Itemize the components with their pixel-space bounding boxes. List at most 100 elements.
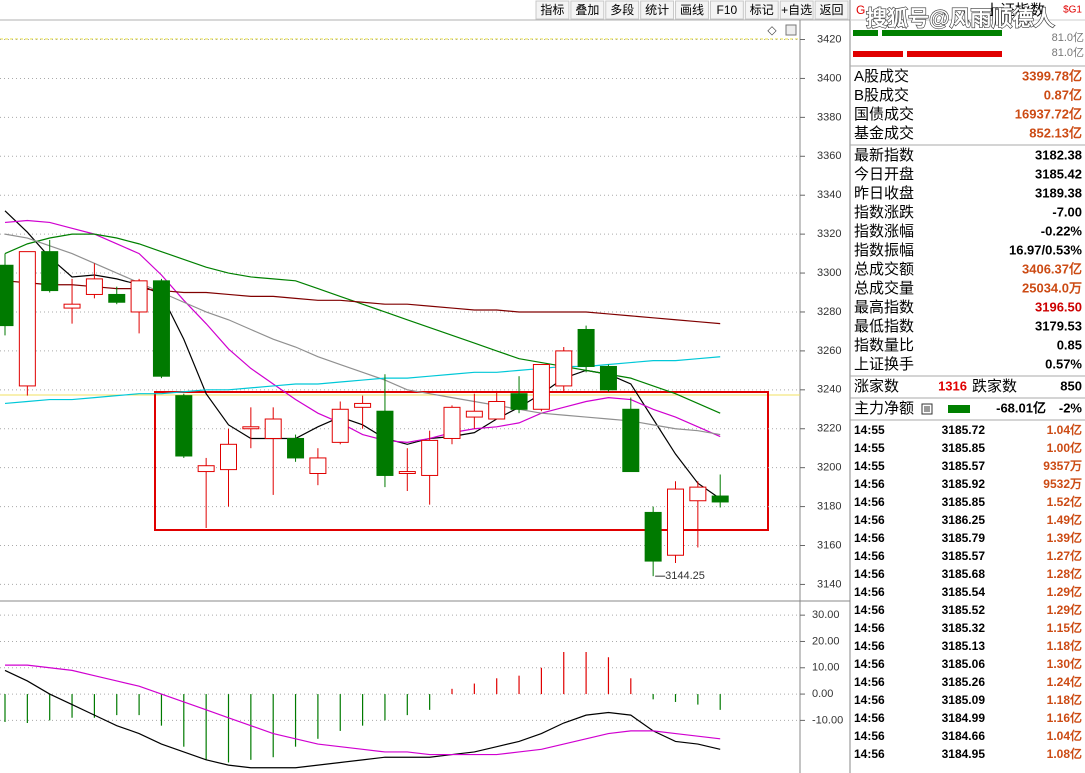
toolbar-button-label[interactable]: 指标 — [540, 2, 564, 17]
main-flow-value: -68.01亿 — [996, 400, 1046, 415]
panel-toggle[interactable] — [785, 24, 797, 36]
tick-price: 3185.57 — [942, 549, 986, 563]
tick-volume: 1.49亿 — [1047, 512, 1082, 527]
candle-body — [108, 293, 126, 303]
turnover-label: B股成交 — [854, 86, 909, 104]
toolbar-button-label[interactable]: 标记 — [750, 3, 774, 17]
tick-volume: 1.15亿 — [1047, 620, 1082, 635]
candle-body — [354, 402, 372, 408]
diamond-icon[interactable]: ◇ — [767, 23, 777, 37]
tick-time: 14:56 — [854, 567, 885, 581]
turnover-label: 基金成交 — [854, 124, 914, 142]
toolbar-button[interactable] — [744, 0, 779, 20]
breadth-label: 涨家数 — [854, 378, 899, 395]
stat-value: 3406.37亿 — [1022, 261, 1082, 276]
turnover-label: A股成交 — [854, 67, 909, 85]
toolbar-button-label[interactable]: 统计 — [645, 3, 669, 17]
toolbar-button[interactable] — [814, 0, 849, 20]
stat-label: 最低指数 — [854, 318, 914, 335]
tick-volume: 1.27亿 — [1047, 548, 1082, 563]
tick-price: 3185.72 — [942, 423, 986, 437]
tick-time: 14:56 — [854, 603, 885, 617]
candle-body — [18, 251, 36, 387]
stat-label: 最高指数 — [854, 299, 914, 316]
moving-average-line — [4, 280, 721, 325]
stat-label: 总成交额 — [854, 260, 914, 278]
flow-bar — [853, 30, 878, 36]
candle-body — [532, 364, 550, 410]
tick-volume: 1.30亿 — [1047, 656, 1082, 671]
flow-label: 81.0亿 — [1052, 31, 1084, 44]
toolbar-button-label[interactable]: 返回 — [820, 3, 844, 17]
toolbar-button[interactable] — [709, 0, 744, 20]
stat-value: 16.97/0.53% — [1009, 242, 1082, 257]
candle-body — [63, 303, 81, 309]
tick-price: 3186.25 — [942, 513, 986, 527]
turnover-label: 国债成交 — [854, 105, 914, 123]
candle-body — [376, 410, 394, 476]
tick-volume: 1.52亿 — [1047, 494, 1082, 509]
candle-body — [287, 437, 305, 459]
candle-body — [175, 395, 193, 457]
tick-time: 14:56 — [854, 549, 885, 563]
tick-volume: 1.18亿 — [1047, 692, 1082, 707]
stat-label: 最新指数 — [854, 147, 914, 164]
candle-body — [331, 408, 349, 443]
toolbar-button-label[interactable]: F10 — [717, 3, 738, 17]
candle-body — [555, 350, 573, 387]
y-tick-label: 3380 — [817, 111, 841, 123]
candle-body — [220, 443, 237, 471]
toolbar-button[interactable] — [779, 0, 814, 20]
code-prefix: G — [856, 3, 865, 17]
macd-line — [4, 669, 721, 769]
breadth-up: 1316 — [938, 378, 967, 393]
breadth-down: 850 — [1060, 378, 1082, 393]
y-tick-label: 3240 — [817, 384, 841, 396]
toolbar-button-label[interactable]: +自选 — [781, 3, 812, 17]
y-tick-label: 10.00 — [812, 662, 840, 674]
toolbar-button[interactable] — [675, 0, 709, 20]
flow-bar — [882, 30, 1002, 36]
tick-time: 14:56 — [854, 747, 885, 761]
candle-body — [242, 426, 260, 430]
toolbar-button[interactable] — [570, 0, 605, 20]
tick-price: 3185.79 — [942, 531, 986, 545]
toolbar-button[interactable] — [605, 0, 640, 20]
tick-price: 3185.26 — [942, 675, 986, 689]
candle-body — [644, 511, 662, 562]
y-tick-label: 3300 — [817, 267, 841, 279]
tick-volume: 1.04亿 — [1047, 422, 1082, 437]
candle-body — [577, 328, 595, 367]
candle-body — [465, 410, 483, 418]
toolbar-button[interactable] — [640, 0, 675, 20]
tick-time: 14:56 — [854, 477, 885, 491]
tick-price: 3185.85 — [942, 441, 986, 455]
watermark: 搜狐号@风雨顺德人 — [866, 7, 1054, 31]
tick-time: 14:55 — [854, 441, 885, 455]
candle-body — [599, 365, 617, 391]
tick-price: 3184.66 — [942, 729, 986, 743]
highlight-box — [154, 391, 769, 531]
toolbar-button[interactable] — [535, 0, 570, 20]
stat-value: 25034.0万 — [1022, 280, 1082, 295]
tick-volume: 1.08亿 — [1047, 746, 1082, 761]
tick-time: 14:56 — [854, 531, 885, 545]
stat-value: 3189.38 — [1035, 185, 1082, 200]
y-tick-label: 3220 — [817, 423, 841, 435]
toolbar-button-label[interactable]: 叠加 — [575, 3, 599, 17]
stat-label: 今日开盘 — [854, 165, 914, 183]
tick-time: 14:56 — [854, 729, 885, 743]
candle-body — [689, 486, 707, 502]
turnover-value: 0.87亿 — [1044, 87, 1082, 102]
candle-body — [41, 251, 59, 292]
toolbar-button-label[interactable]: 画线 — [680, 3, 704, 17]
y-tick-label: 3260 — [817, 345, 841, 357]
tick-volume: 1.16亿 — [1047, 710, 1082, 725]
y-tick-label: 3340 — [817, 189, 841, 201]
candle-body — [130, 280, 148, 313]
toolbar-button-label[interactable]: 多段 — [610, 2, 634, 17]
y-tick-label: 30.00 — [812, 609, 840, 621]
candle-body — [622, 408, 640, 473]
